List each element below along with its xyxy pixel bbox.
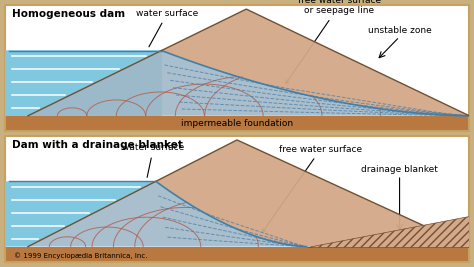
Text: Dam with a drainage blanket: Dam with a drainage blanket <box>12 140 182 150</box>
Text: free water surface
or seepage line: free water surface or seepage line <box>286 0 381 84</box>
Polygon shape <box>28 181 307 247</box>
Bar <box>5 116 469 131</box>
Text: © 1999 Encyclopædia Britannica, Inc.: © 1999 Encyclopædia Britannica, Inc. <box>14 253 147 259</box>
Polygon shape <box>5 50 162 116</box>
Polygon shape <box>28 50 469 116</box>
Polygon shape <box>156 140 469 247</box>
Polygon shape <box>307 217 469 247</box>
Text: Homogeneous dam: Homogeneous dam <box>12 9 125 19</box>
Text: water surface: water surface <box>122 143 184 177</box>
Bar <box>5 247 469 262</box>
Bar <box>5 5 469 116</box>
Text: unstable zone: unstable zone <box>368 26 431 36</box>
Text: water surface: water surface <box>136 9 199 47</box>
Text: free water surface: free water surface <box>263 145 362 232</box>
Text: drainage blanket: drainage blanket <box>361 165 438 174</box>
Bar <box>5 50 162 116</box>
Text: impermeable foundation: impermeable foundation <box>181 119 293 128</box>
Polygon shape <box>5 50 162 116</box>
Polygon shape <box>5 181 156 247</box>
Bar <box>5 136 469 247</box>
Polygon shape <box>162 9 469 116</box>
